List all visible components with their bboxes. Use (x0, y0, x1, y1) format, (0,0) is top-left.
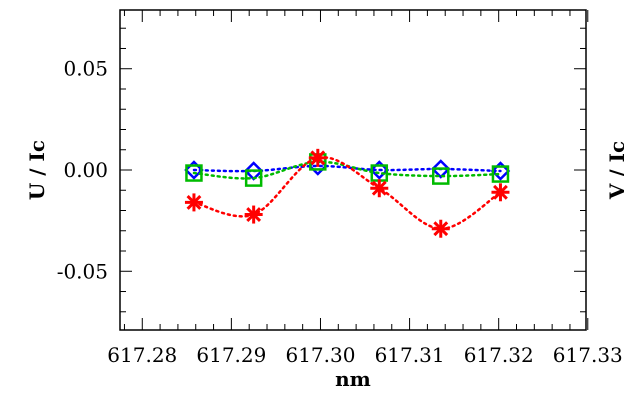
asterisk-stroke (433, 221, 449, 237)
x-tick-label: 617.31 (375, 343, 445, 367)
asterisk-stroke (186, 194, 202, 210)
diamond-marker (369, 160, 390, 180)
asterisk-marker (431, 219, 450, 238)
square-marker (244, 169, 263, 187)
series-line (192, 156, 502, 230)
square-marker (432, 167, 450, 185)
series-line (192, 160, 502, 180)
asterisk-marker (308, 148, 327, 167)
y-tick-label: -0.05 (57, 259, 108, 283)
asterisk-marker (244, 205, 263, 224)
x-tick-label: 617.29 (196, 343, 266, 367)
x-axis-title: nm (335, 367, 371, 391)
series-layer (184, 148, 511, 238)
square-marker (185, 164, 203, 182)
y-tick-labels: 0.05 0.00 -0.05 (57, 57, 108, 284)
x-tick-labels: 617.28 617.29 617.30 617.31 617.32 617.33 (107, 343, 622, 367)
asterisk-marker (370, 179, 389, 198)
square-marker (491, 165, 510, 183)
asterisk-marker (184, 193, 203, 212)
y-tick-label: 0.00 (63, 158, 108, 182)
series-asterisk (184, 148, 510, 238)
y-tick-label: 0.05 (63, 57, 108, 81)
asterisk-stroke (310, 150, 326, 166)
x-tick-label: 617.28 (107, 343, 177, 367)
asterisk-stroke (371, 180, 387, 196)
axis-ticks (120, 10, 589, 330)
x-tick-label: 617.30 (285, 343, 355, 367)
x-tick-label: 617.33 (553, 343, 623, 367)
x-tick-label: 617.32 (464, 343, 534, 367)
y-axis-title: U / Ic (25, 140, 49, 200)
diamond-marker (184, 160, 204, 180)
asterisk-marker (491, 183, 510, 202)
diamond-marker (490, 161, 511, 181)
second-panel-y-axis-title: V / Ic (605, 141, 624, 200)
asterisk-stroke (246, 207, 262, 222)
asterisk-stroke (493, 184, 508, 200)
diamond-marker (430, 159, 451, 179)
